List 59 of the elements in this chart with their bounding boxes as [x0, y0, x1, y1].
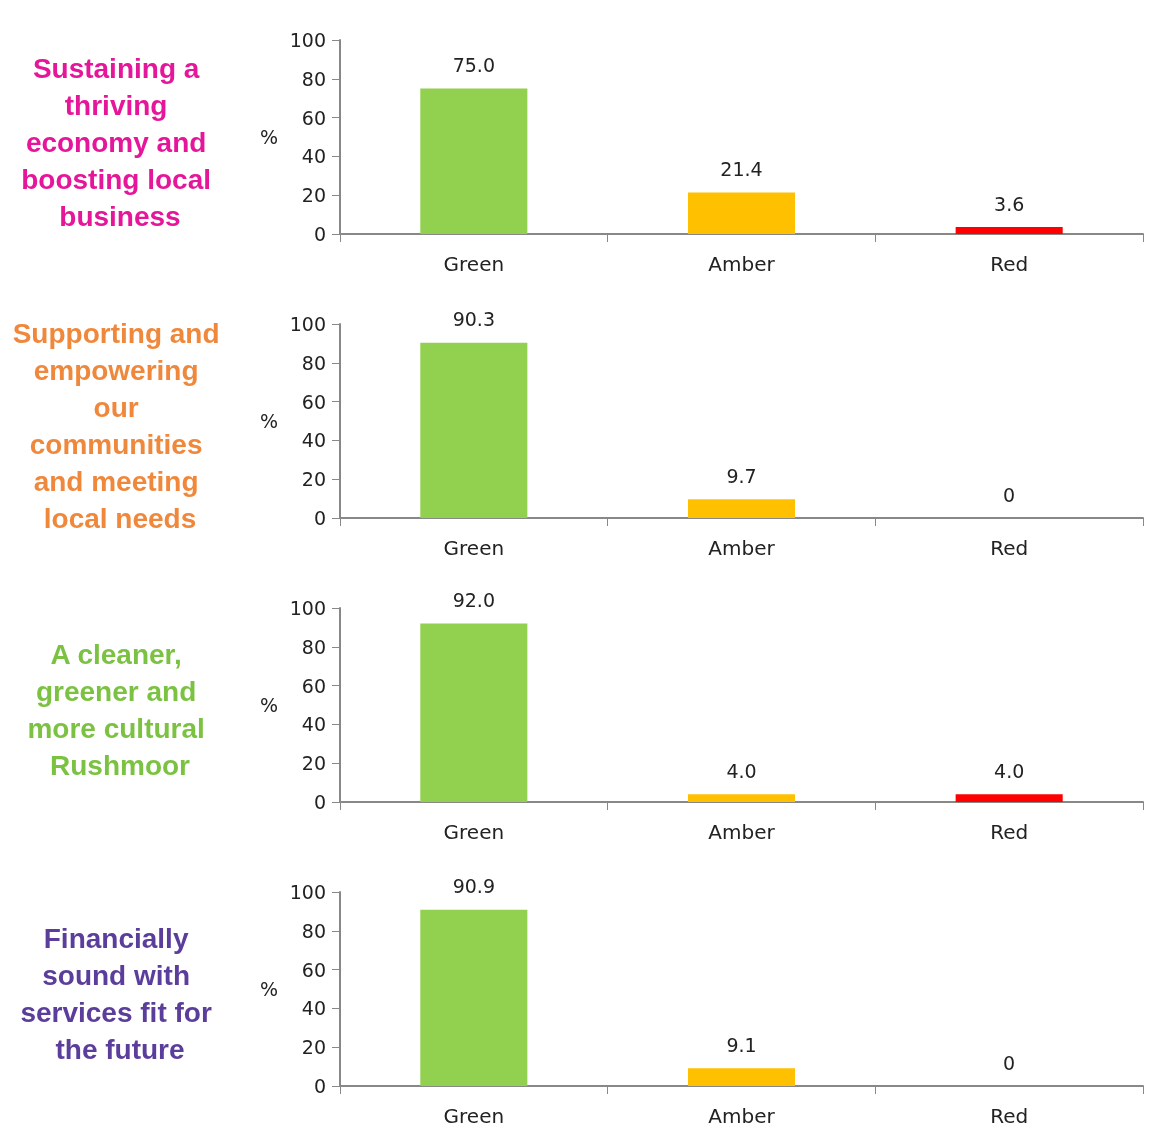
data-label: 92.0 — [452, 589, 495, 612]
x-tick-label: Amber — [708, 536, 776, 560]
y-tick-label: 40 — [301, 713, 326, 736]
data-label: 3.6 — [994, 192, 1025, 215]
y-tick-label: 0 — [313, 507, 326, 529]
bar — [420, 88, 528, 234]
bar — [955, 227, 1063, 234]
data-label: 75.0 — [452, 54, 495, 76]
data-label: 9.7 — [726, 464, 757, 487]
y-tick-label: 60 — [301, 674, 326, 697]
data-label: 9.1 — [726, 1033, 757, 1056]
y-tick-label: 60 — [301, 390, 326, 413]
y-axis-title: % — [259, 126, 278, 148]
y-tick-label: 100 — [289, 881, 326, 903]
y-axis-title: % — [259, 694, 278, 716]
x-tick-label: Amber — [708, 252, 776, 276]
x-tick-label: Red — [990, 820, 1029, 844]
text: Sustaining a thriving economy and boosting local business — [21, 52, 219, 232]
y-tick-label: 80 — [301, 67, 326, 90]
text: Supporting and empowering our communities and meeting local needs — [12, 318, 228, 534]
y-tick-label: 80 — [301, 351, 326, 374]
data-label: 0 — [1003, 483, 1016, 506]
y-tick-label: 100 — [289, 597, 326, 619]
x-tick-label: Red — [990, 252, 1029, 276]
y-tick-label: 40 — [301, 429, 326, 452]
y-tick-label: 80 — [301, 635, 326, 658]
x-tick-label: Green — [443, 1104, 505, 1128]
data-label: 4.0 — [994, 759, 1025, 782]
x-tick-label: Red — [990, 536, 1029, 560]
y-tick-label: 60 — [301, 958, 326, 981]
text: A cleaner, greener and more cultural Rushmoor — [27, 639, 213, 781]
x-tick-label: Amber — [708, 820, 776, 844]
y-tick-label: 60 — [301, 106, 326, 129]
y-tick-label: 0 — [313, 223, 326, 245]
y-axis-title: % — [259, 978, 278, 1000]
y-axis-title: % — [259, 410, 278, 432]
text: Financially sound with services fit for the future — [20, 923, 220, 1065]
y-tick-label: 0 — [313, 1075, 326, 1097]
x-tick-label: Amber — [708, 1104, 776, 1128]
data-label: 21.4 — [720, 157, 763, 180]
data-label: 0 — [1003, 1051, 1016, 1074]
data-label: 90.3 — [452, 308, 495, 331]
data-label: 90.9 — [452, 875, 495, 898]
x-tick-label: Green — [443, 536, 505, 560]
data-label: 4.0 — [726, 759, 757, 782]
y-tick-label: 40 — [301, 997, 326, 1020]
x-tick-label: Red — [990, 1104, 1029, 1128]
y-tick-label: 40 — [301, 145, 326, 168]
y-tick-label: 20 — [301, 468, 326, 491]
y-tick-label: 80 — [301, 919, 326, 942]
x-tick-label: Green — [443, 252, 505, 276]
x-tick-label: Green — [443, 820, 505, 844]
y-tick-label: 20 — [301, 184, 326, 207]
bar — [687, 192, 796, 234]
y-tick-label: 100 — [289, 313, 326, 335]
y-tick-label: 20 — [301, 1036, 326, 1059]
y-tick-label: 0 — [313, 791, 326, 813]
y-tick-label: 100 — [289, 29, 326, 51]
y-tick-label: 20 — [301, 752, 326, 775]
